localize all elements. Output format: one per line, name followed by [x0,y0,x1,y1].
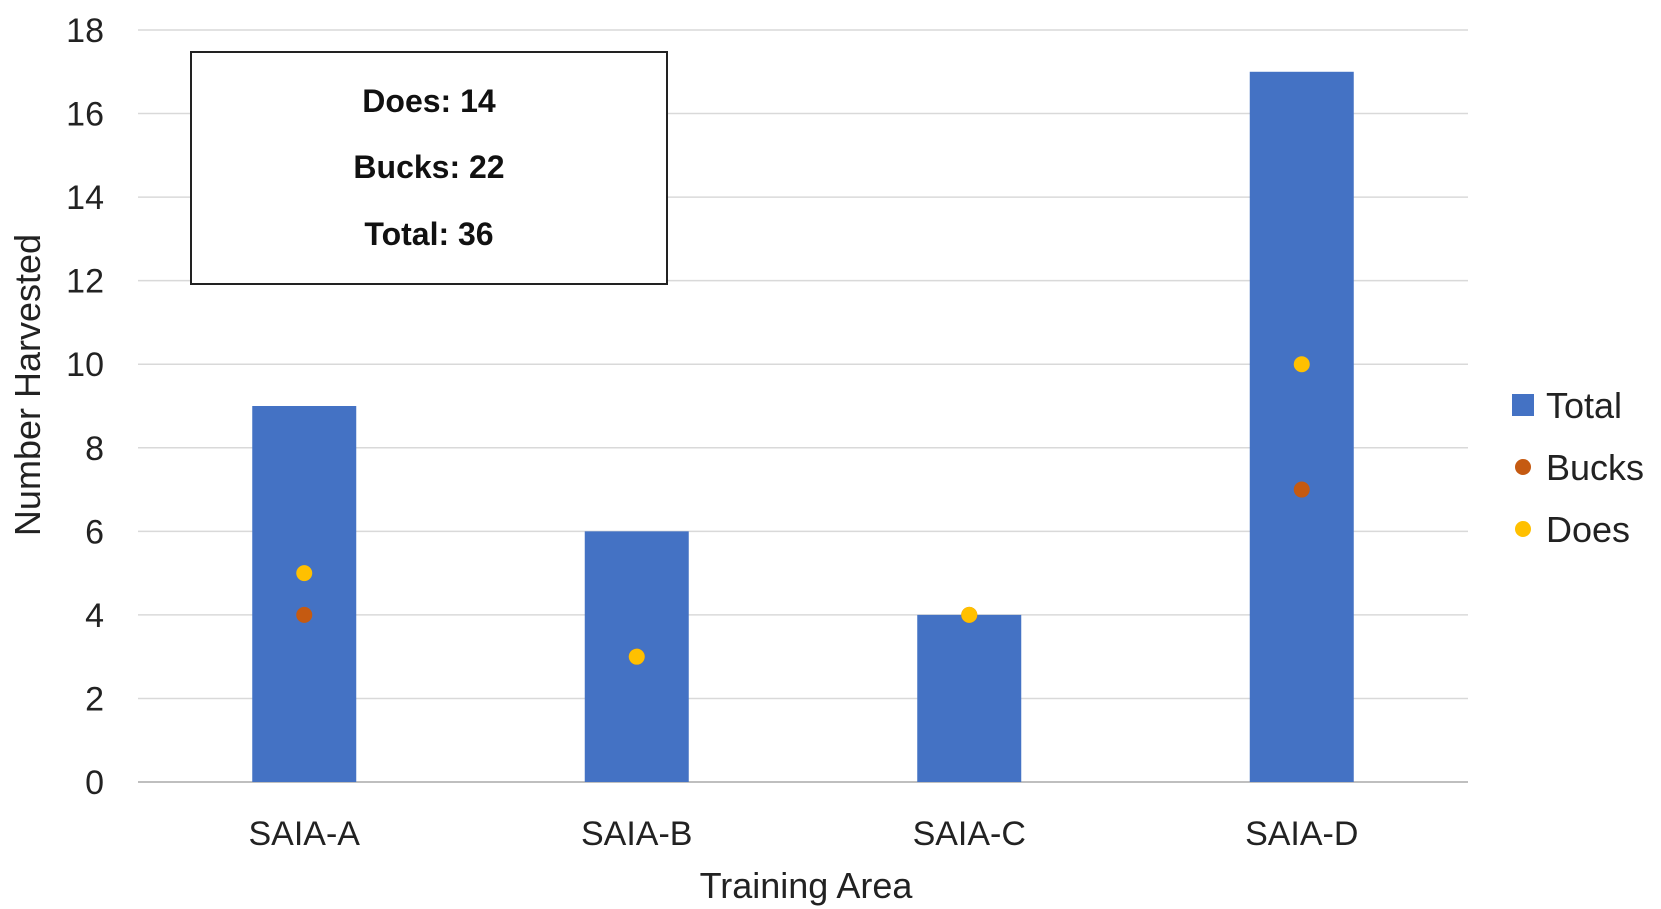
y-tick-14: 14 [66,179,104,217]
y-tick-10: 10 [66,346,104,384]
y-tick-8: 8 [85,430,104,468]
summary-bucks: Bucks: 22 [353,149,504,185]
summary-box: Does: 14 Bucks: 22 Total: 36 [190,51,668,285]
legend-swatch-bucks [1515,459,1531,475]
y-tick-2: 2 [85,680,104,718]
x-axis-title: Training Area [700,865,914,906]
y-tick-0: 0 [85,764,104,802]
y-tick-labels: 0 2 4 6 8 10 12 14 16 18 [66,12,104,802]
summary-does: Does: 14 [362,83,496,119]
legend-swatch-does [1515,521,1531,537]
bars [252,71,1354,783]
x-tick-SAIA-A: SAIA-A [249,815,361,853]
bar-total-SAIA-A [252,406,357,782]
markers [296,356,1310,665]
legend-label-bucks: Bucks [1546,447,1644,488]
y-tick-18: 18 [66,12,104,50]
y-tick-4: 4 [85,597,104,635]
legend-swatch-total [1512,394,1534,416]
marker-bucks-SAIA-A [296,606,313,623]
x-tick-SAIA-D: SAIA-D [1245,815,1358,853]
marker-bucks-SAIA-D [1293,481,1310,498]
bar-total-SAIA-D [1249,71,1354,783]
x-tick-SAIA-B: SAIA-B [581,815,692,853]
y-tick-6: 6 [85,513,104,551]
y-tick-16: 16 [66,96,104,134]
bar-total-SAIA-C [917,614,1022,782]
legend-label-does: Does [1546,509,1630,550]
legend: Total Bucks Does [1512,385,1644,550]
marker-does-SAIA-C [961,606,978,623]
summary-total: Total: 36 [364,216,493,252]
legend-label-total: Total [1546,385,1622,426]
marker-does-SAIA-D [1293,356,1310,373]
x-tick-SAIA-C: SAIA-C [913,815,1026,853]
marker-does-SAIA-B [628,648,645,665]
marker-does-SAIA-A [296,565,313,582]
x-tick-labels: SAIA-A SAIA-B SAIA-C SAIA-D [249,815,1359,853]
summary-box-frame [190,51,668,285]
y-axis-title: Number Harvested [7,234,48,536]
y-tick-12: 12 [66,263,104,301]
